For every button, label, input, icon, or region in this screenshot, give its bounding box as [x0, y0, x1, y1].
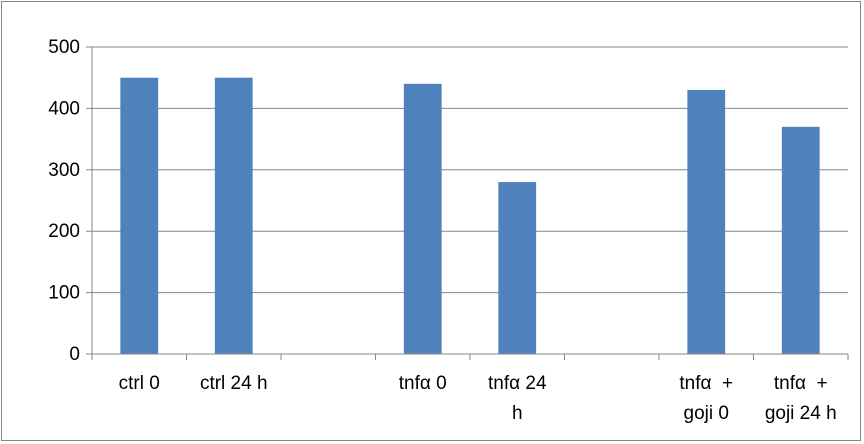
bars — [120, 77, 820, 354]
x-tick-labels: ctrl 0 ctrl 24 h tnfα 0 tnfα 24 h tnfα + goji … — [119, 373, 837, 424]
x-tick-label: tnfα + — [679, 373, 733, 394]
x-tick-label: goji 0 — [684, 403, 729, 424]
x-tick-label: ctrl 0 — [119, 373, 160, 394]
y-tick-label: 0 — [69, 344, 80, 365]
y-tick-label: 500 — [48, 37, 80, 58]
axes — [86, 46, 849, 360]
bar-0 — [120, 77, 159, 354]
y-tick-label: 400 — [48, 98, 80, 119]
bar-4 — [498, 182, 537, 354]
x-tick-label: h — [512, 403, 523, 424]
gridlines — [92, 46, 848, 294]
y-tick-labels: 0 100 200 300 400 500 — [48, 37, 80, 365]
bar-1 — [214, 77, 253, 354]
x-tick-label: tnfα 24 — [488, 373, 547, 394]
bar-6 — [687, 89, 726, 354]
x-tick-label: goji 24 h — [765, 403, 837, 424]
y-tick-label: 100 — [48, 283, 80, 304]
y-tick-label: 200 — [48, 221, 80, 242]
bar-3 — [403, 83, 442, 354]
bar-7 — [781, 126, 820, 354]
x-tick-label: ctrl 24 h — [200, 373, 268, 394]
y-tick-label: 300 — [48, 160, 80, 181]
x-tick-label: tnfα 0 — [399, 373, 447, 394]
x-tick-label: tnfα + — [774, 373, 828, 394]
